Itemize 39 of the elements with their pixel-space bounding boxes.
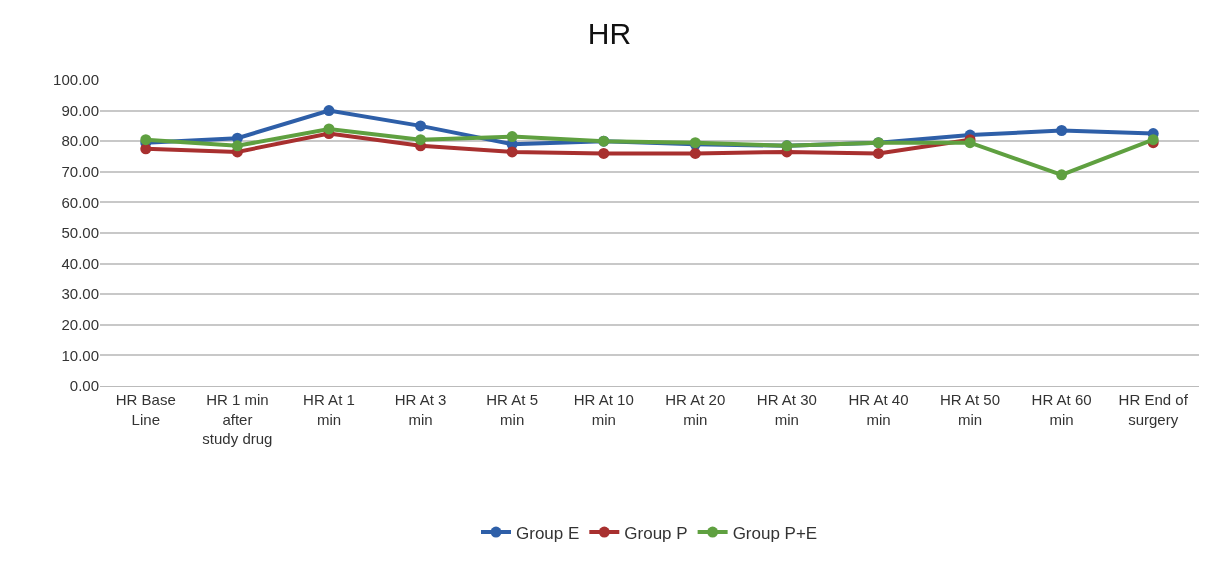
point [689, 147, 701, 159]
chart-title: HR [587, 16, 632, 50]
y-tick-label: 10.00 [61, 346, 99, 364]
x-tick-label: HR At 50 min [940, 391, 1001, 428]
x-tick-label: HR Base Line [115, 391, 176, 428]
point [872, 147, 884, 159]
x-tick-label: HR At 10 min [573, 391, 634, 428]
x-tick-label: HR 1 min after study drug [202, 391, 273, 447]
y-tick-label: 0.00 [69, 377, 99, 395]
x-tick-label: HR At 3 min [394, 391, 447, 428]
x-tick-label: HR At 60 min [1031, 391, 1092, 428]
point [1056, 169, 1068, 181]
point [231, 140, 243, 152]
point [506, 131, 518, 143]
x-tick-label: HR At 40 min [848, 391, 909, 428]
point [415, 134, 427, 146]
point [506, 146, 518, 158]
legend-label: Group P [624, 523, 688, 543]
point [598, 147, 610, 159]
y-tick-label: 80.00 [61, 132, 99, 150]
y-tick-label: 70.00 [61, 163, 99, 181]
y-tick-label: 40.00 [61, 254, 99, 272]
point [415, 120, 427, 132]
y-tick-label: 30.00 [61, 285, 99, 303]
point [1056, 124, 1068, 136]
y-tick-label: 50.00 [61, 224, 99, 242]
legend-label: Group E [516, 523, 580, 543]
x-tick-label: HR At 20 min [665, 391, 726, 428]
point [323, 105, 335, 117]
x-tick-label: HR At 30 min [756, 391, 817, 428]
y-tick-label: 90.00 [61, 101, 99, 119]
legend-label: Group P+E [732, 523, 818, 543]
y-tick-label: 20.00 [61, 316, 99, 334]
y-tick-label: 60.00 [61, 193, 99, 211]
point [323, 123, 335, 135]
x-tick-label: HR At 1 min [303, 391, 355, 428]
x-tick-label: HR End of surgery [1118, 391, 1189, 428]
y-tick-label: 100.00 [53, 71, 99, 89]
x-tick-label: HR At 5 min [486, 391, 538, 428]
